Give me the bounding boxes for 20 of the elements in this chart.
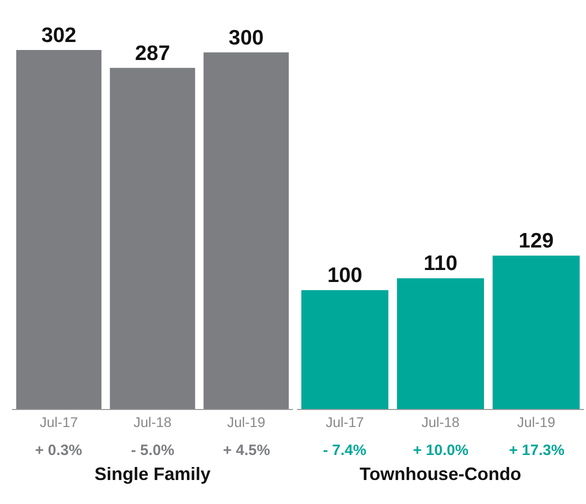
- x-tick-label: Jul-19: [227, 414, 266, 430]
- text: - 5.0%: [131, 442, 174, 459]
- text: + 10.0%: [413, 442, 468, 459]
- data-label: 110: [424, 252, 458, 276]
- data-label: 302: [41, 24, 76, 47]
- data-label: 100: [327, 264, 362, 288]
- data-label: 300: [228, 26, 264, 50]
- x-tick-label: Jul-17: [326, 414, 364, 430]
- data-label: 129: [518, 230, 554, 253]
- x-tick-label: Jul-18: [421, 414, 460, 430]
- x-tick-label: Jul-18: [133, 414, 172, 430]
- x-tick-label: Jul-17: [40, 414, 78, 430]
- x-tick-label: Jul-19: [517, 414, 556, 430]
- text: + 17.3%: [509, 442, 564, 459]
- x-axis-title: Townhouse-Condo: [360, 464, 522, 484]
- data-label: 287: [134, 42, 170, 65]
- text: + 4.5%: [223, 442, 270, 459]
- text: - 7.4%: [323, 442, 366, 459]
- x-axis-title: Single Family: [94, 464, 211, 484]
- text: + 0.3%: [35, 442, 82, 459]
